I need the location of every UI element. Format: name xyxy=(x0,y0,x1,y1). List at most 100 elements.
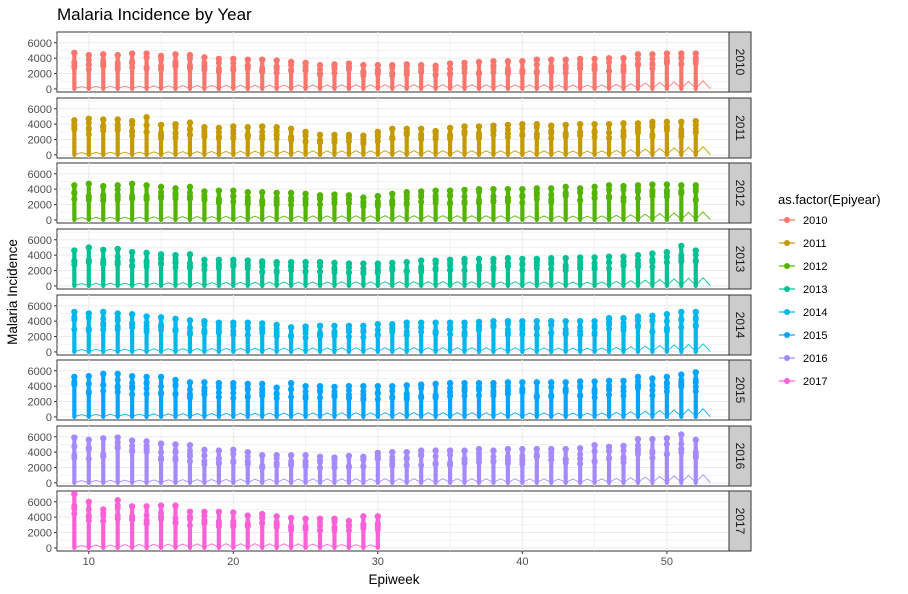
data-point xyxy=(418,194,425,201)
data-point xyxy=(649,317,656,324)
data-point xyxy=(273,462,280,469)
data-point xyxy=(85,314,92,321)
data-point xyxy=(432,199,439,206)
data-point xyxy=(490,69,497,76)
data-point xyxy=(331,332,338,339)
data-point-max xyxy=(663,181,671,188)
data-point xyxy=(374,332,381,339)
data-point xyxy=(230,193,237,200)
data-point xyxy=(288,386,295,393)
data-point xyxy=(548,322,555,329)
y-tick-label: 6000 xyxy=(28,38,52,50)
data-point xyxy=(360,139,367,146)
data-point xyxy=(317,394,324,401)
data-point xyxy=(663,58,670,65)
data-point xyxy=(562,388,569,395)
data-point-max xyxy=(273,57,280,64)
data-point xyxy=(461,459,468,466)
y-tick-label: 4000 xyxy=(28,447,52,459)
data-point-max xyxy=(244,189,251,196)
data-point xyxy=(606,59,613,66)
data-point-max xyxy=(128,248,136,256)
data-point xyxy=(158,56,165,63)
data-point xyxy=(71,189,78,196)
data-point xyxy=(259,197,266,204)
data-point xyxy=(606,186,613,193)
series-points-2012 xyxy=(71,180,699,223)
data-point-max xyxy=(273,189,280,197)
series-line-2014 xyxy=(74,343,711,353)
data-point xyxy=(230,385,237,392)
data-point xyxy=(374,66,381,73)
data-point xyxy=(577,197,584,204)
data-point xyxy=(114,516,121,523)
data-point-max xyxy=(114,245,121,253)
data-point-max xyxy=(302,382,309,390)
data-point-max xyxy=(302,452,309,459)
data-point-max xyxy=(85,244,92,251)
data-point xyxy=(692,383,699,390)
x-tick-label: 10 xyxy=(83,556,95,568)
data-point-max xyxy=(186,251,194,258)
data-point xyxy=(461,198,468,205)
data-point xyxy=(288,66,295,73)
data-point xyxy=(634,381,641,388)
data-point xyxy=(71,196,78,203)
data-point xyxy=(678,133,685,140)
data-point xyxy=(577,451,584,458)
data-point-max xyxy=(360,260,367,267)
data-point xyxy=(663,384,670,391)
trend-line xyxy=(74,80,711,90)
data-point-max xyxy=(374,513,382,520)
data-point-max xyxy=(85,51,92,59)
data-point xyxy=(620,131,627,138)
data-point xyxy=(143,65,150,72)
data-point xyxy=(71,326,78,333)
facet-panel-2017: 0 2000 4000 6000 2017 xyxy=(28,490,752,555)
data-point xyxy=(317,201,324,208)
y-tick-label: 6000 xyxy=(28,169,52,181)
data-point xyxy=(85,388,92,395)
trend-line xyxy=(74,474,711,484)
data-point xyxy=(158,383,165,390)
data-point xyxy=(620,62,627,69)
trend-line xyxy=(74,543,378,549)
data-point xyxy=(634,256,641,263)
data-point xyxy=(244,387,251,394)
data-point-max xyxy=(576,317,584,325)
data-point xyxy=(71,261,78,268)
data-point-max xyxy=(114,370,121,378)
data-point-max xyxy=(591,378,598,385)
data-point-max xyxy=(620,120,627,127)
data-point xyxy=(143,192,150,199)
data-point-max xyxy=(287,324,295,331)
data-point-max xyxy=(649,51,656,58)
facet-strip xyxy=(728,97,752,159)
data-point xyxy=(129,442,136,449)
data-point-max xyxy=(374,321,382,328)
data-point-max xyxy=(316,131,324,139)
data-point xyxy=(432,328,439,335)
data-point xyxy=(259,324,266,331)
data-point-max xyxy=(172,502,179,509)
data-point xyxy=(504,126,511,133)
data-point-max xyxy=(519,58,526,65)
data-point xyxy=(85,506,92,513)
data-point xyxy=(403,461,410,468)
trend-line xyxy=(74,211,711,221)
data-point xyxy=(663,441,670,448)
data-point xyxy=(447,133,454,140)
data-point xyxy=(432,265,439,272)
data-point-max xyxy=(490,447,497,454)
data-point xyxy=(273,135,280,142)
data-point xyxy=(591,324,598,331)
data-point xyxy=(331,388,338,395)
data-point xyxy=(186,64,193,71)
data-point xyxy=(591,260,598,267)
data-point-max xyxy=(143,313,150,320)
data-point xyxy=(461,63,468,70)
data-point xyxy=(519,324,526,331)
data-point xyxy=(606,391,613,398)
data-point-max xyxy=(678,371,685,378)
data-point xyxy=(533,192,540,199)
